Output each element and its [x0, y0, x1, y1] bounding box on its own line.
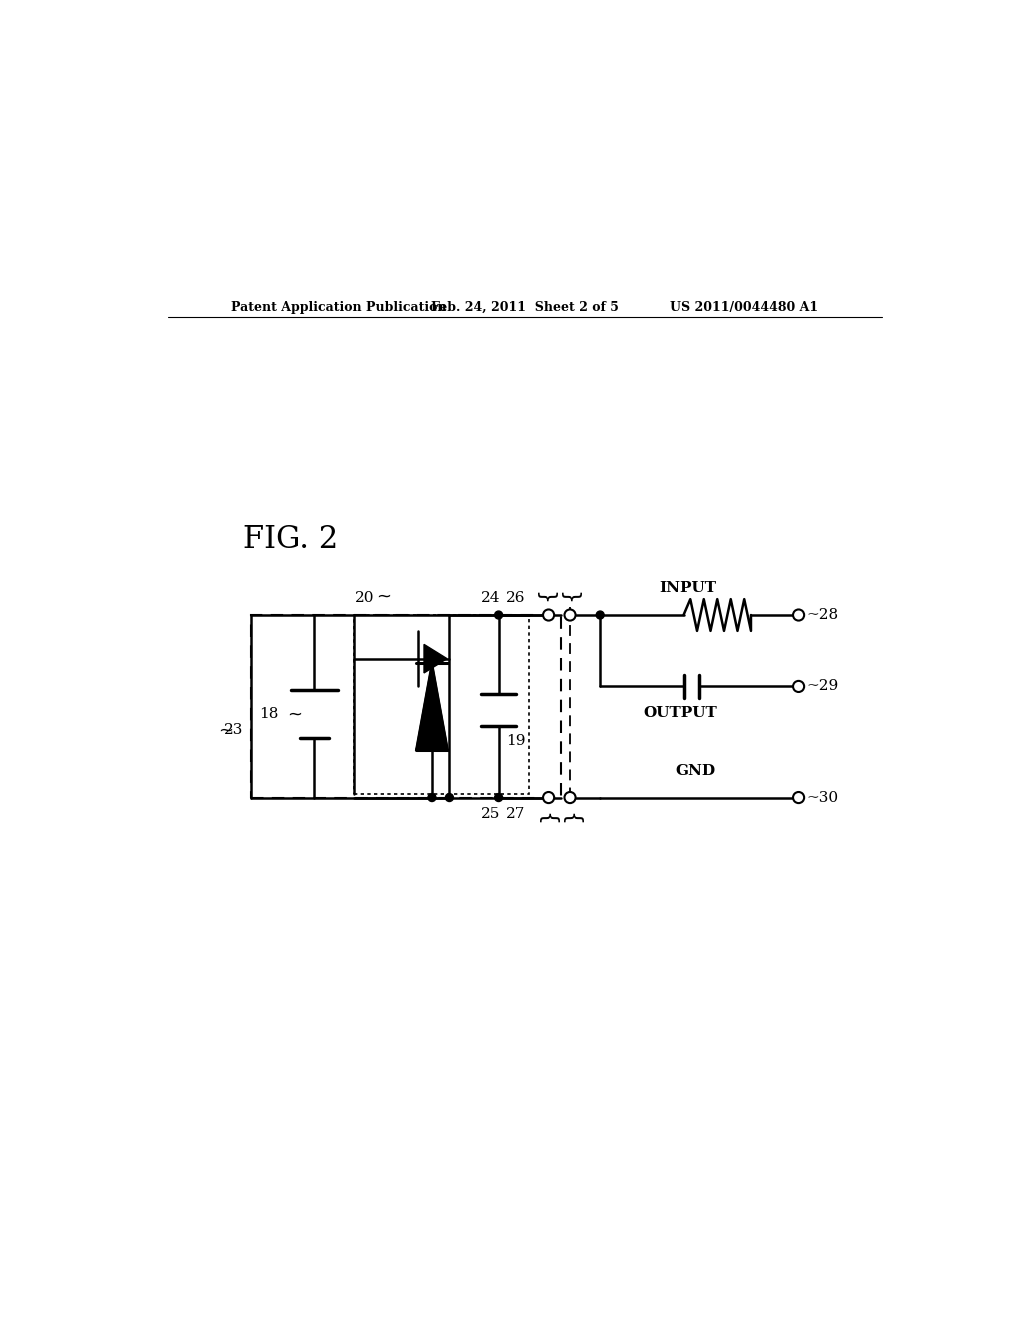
- Text: ~28: ~28: [807, 609, 839, 622]
- Circle shape: [445, 793, 454, 801]
- Text: 18: 18: [259, 708, 279, 721]
- Circle shape: [543, 610, 554, 620]
- Text: 25: 25: [481, 807, 501, 821]
- Circle shape: [793, 792, 804, 803]
- Text: {: {: [537, 812, 556, 826]
- Bar: [354, 615, 528, 793]
- Text: 23: 23: [223, 723, 243, 737]
- Polygon shape: [416, 663, 447, 750]
- Text: GND: GND: [676, 764, 716, 777]
- Text: US 2011/0044480 A1: US 2011/0044480 A1: [671, 301, 818, 314]
- Text: ~: ~: [287, 705, 302, 723]
- Circle shape: [495, 611, 503, 619]
- Text: {: {: [537, 586, 556, 601]
- Circle shape: [428, 793, 436, 801]
- Text: {: {: [560, 586, 580, 601]
- Text: INPUT: INPUT: [659, 581, 717, 595]
- Text: {: {: [560, 812, 580, 826]
- Text: ~29: ~29: [807, 680, 839, 693]
- Text: 20: 20: [354, 591, 374, 606]
- Text: OUTPUT: OUTPUT: [644, 706, 718, 721]
- Text: Feb. 24, 2011  Sheet 2 of 5: Feb. 24, 2011 Sheet 2 of 5: [431, 301, 618, 314]
- Bar: [251, 615, 560, 797]
- Text: Patent Application Publication: Patent Application Publication: [231, 301, 446, 314]
- Text: 27: 27: [507, 807, 525, 821]
- Text: 19: 19: [507, 734, 526, 748]
- Text: ~: ~: [377, 587, 391, 606]
- Polygon shape: [424, 644, 447, 673]
- Text: ~30: ~30: [807, 791, 839, 805]
- Circle shape: [793, 610, 804, 620]
- Circle shape: [564, 610, 575, 620]
- Circle shape: [495, 793, 503, 801]
- Circle shape: [793, 681, 804, 692]
- Circle shape: [428, 655, 436, 663]
- Text: 26: 26: [506, 591, 525, 606]
- Text: 24: 24: [481, 591, 501, 606]
- Circle shape: [543, 792, 554, 803]
- Text: ~: ~: [218, 721, 233, 739]
- Circle shape: [596, 611, 604, 619]
- Text: FIG. 2: FIG. 2: [243, 524, 338, 556]
- Circle shape: [564, 792, 575, 803]
